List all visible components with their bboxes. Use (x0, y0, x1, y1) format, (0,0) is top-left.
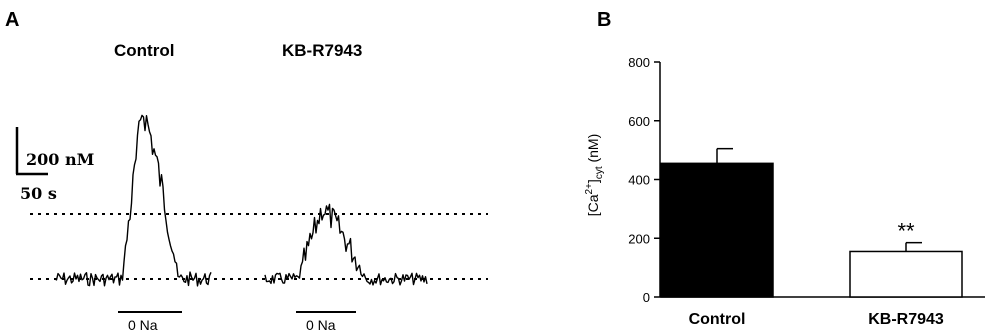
na-label-control: 0 Na (128, 317, 158, 333)
significance-marker: ** (897, 219, 915, 244)
y-label-sub: cyt (594, 166, 605, 179)
control-trace-title: Control (114, 41, 174, 60)
y-tick-label: 400 (628, 173, 650, 188)
na-label-inhibitor: 0 Na (306, 317, 336, 333)
control-calcium-trace (54, 114, 212, 287)
y-axis-label: [Ca2+]cyt (nM) (584, 134, 605, 217)
panel-a: A Control KB-R7943 200 nM 50 s 0 Na 0 Na (5, 9, 488, 333)
y-label-mid: ] (585, 179, 601, 183)
y-tick-label: 800 (628, 55, 650, 70)
bar-chart: 0 200 400 600 800 Control KB-R7943 ** (628, 55, 985, 328)
bar (849, 250, 963, 298)
x-category-label: KB-R7943 (868, 311, 944, 328)
y-label-pre: [Ca (585, 194, 601, 216)
scale-conc-label: 200 nM (26, 150, 94, 169)
y-tick-label: 200 (628, 231, 650, 246)
y-label-sup: 2+ (584, 183, 595, 195)
scale-bar: 200 nM 50 s (15, 127, 94, 203)
panel-b: B [Ca2+]cyt (nM) 0 200 400 600 800 Control KB-… (584, 9, 985, 328)
panel-a-label: A (5, 9, 19, 31)
bar (660, 162, 774, 298)
y-label-post: (nM) (585, 134, 601, 167)
scale-time-label: 50 s (20, 184, 57, 203)
y-tick-label: 600 (628, 114, 650, 129)
inhibitor-trace-title: KB-R7943 (282, 41, 362, 60)
y-tick-label: 0 (643, 290, 650, 305)
inhibitor-calcium-trace (264, 203, 428, 286)
x-category-label: Control (689, 311, 746, 328)
panel-b-label: B (597, 9, 611, 31)
